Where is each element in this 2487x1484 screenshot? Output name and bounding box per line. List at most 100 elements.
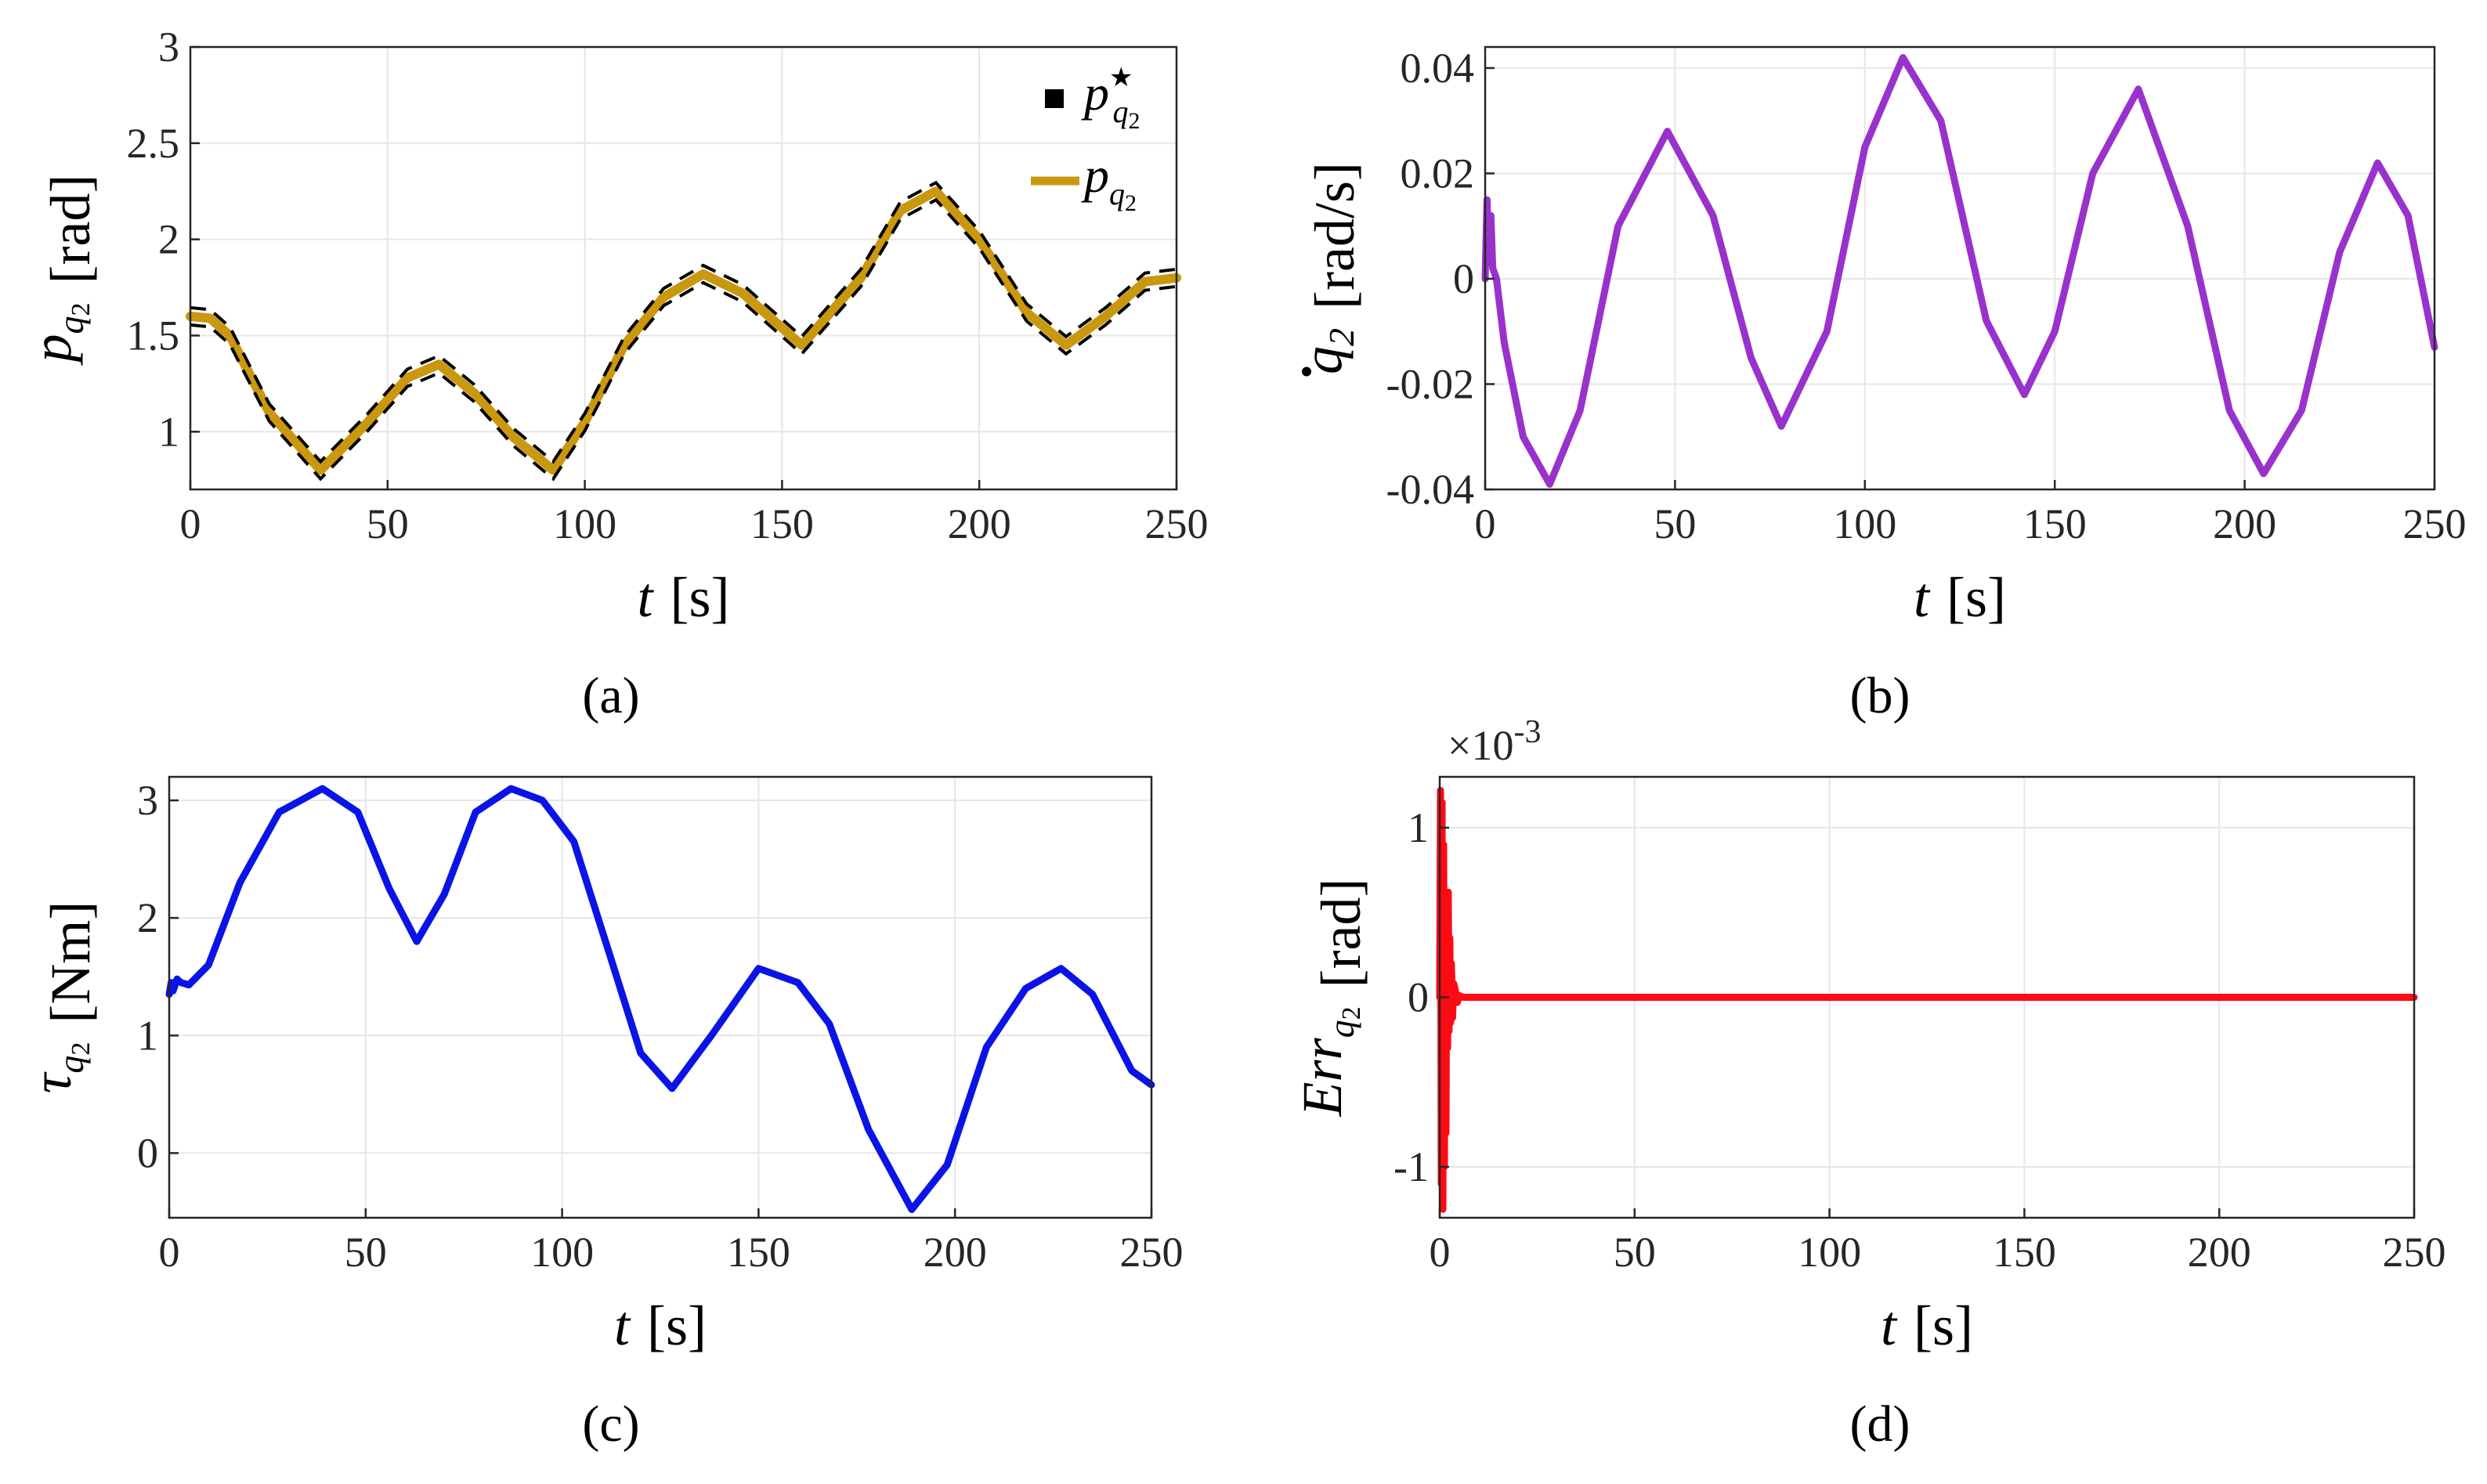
y-tick-label: 2 <box>137 894 158 941</box>
legend-label: pq2 <box>1081 147 1137 216</box>
y-axis-label-d: Errq2 [rad] <box>1291 879 1372 1118</box>
x-tick-label: 100 <box>530 1229 594 1276</box>
y-tick-label: 0.04 <box>1401 45 1475 92</box>
x-axis-symbol: t <box>1881 1294 1898 1357</box>
x-tick-label: 0 <box>1475 500 1496 547</box>
y-tick-label: 3 <box>158 23 179 70</box>
x-tick-label: 150 <box>727 1229 790 1276</box>
x-tick-label: 250 <box>1145 500 1209 547</box>
y-axis-unit: [rad/s] <box>1303 162 1366 309</box>
x-tick-label: 150 <box>1993 1229 2056 1276</box>
legend-symbol: p <box>1081 65 1109 121</box>
y-axis-subscript: 2 <box>1321 328 1361 346</box>
y-axis-subsubscript: 2 <box>1337 1006 1366 1020</box>
legend-superscript: ★ <box>1109 63 1133 92</box>
axes-box-b <box>1484 45 2436 491</box>
x-tick-label: 50 <box>345 1229 387 1276</box>
y-axis-symbol: τ <box>20 1071 83 1093</box>
y-tick-label: -0.04 <box>1386 466 1474 513</box>
exponent-base: ×10 <box>1448 722 1513 769</box>
x-tick-label: 200 <box>924 1229 987 1276</box>
y-axis-unit: [rad] <box>39 175 102 284</box>
y-axis-subscript: q <box>1321 1020 1361 1038</box>
legend-subscript: q <box>1112 94 1128 129</box>
y-axis-subsubscript: 2 <box>67 1042 96 1056</box>
y-tick-label: 2.5 <box>127 120 180 167</box>
y-axis-label-b: q2 [rad/s] <box>1291 162 1366 374</box>
y-tick-label: 3 <box>137 777 158 824</box>
y-tick-label: 2 <box>158 216 179 263</box>
series-line-a-ref-upper <box>190 180 1177 464</box>
y-tick-label: 0 <box>137 1129 158 1176</box>
x-tick-label: 50 <box>1654 500 1696 547</box>
x-axis-unit: [s] <box>671 566 730 629</box>
x-tick-label: 250 <box>1120 1229 1184 1276</box>
x-tick-label: 200 <box>948 500 1011 547</box>
x-tick-label: 250 <box>2403 500 2467 547</box>
x-axis-unit: [s] <box>647 1294 707 1357</box>
y-axis-symbol: p <box>20 334 83 366</box>
x-tick-label: 100 <box>553 500 616 547</box>
x-tick-label: 100 <box>1798 1229 1861 1276</box>
y-tick-label: 0 <box>1408 974 1429 1021</box>
series-line-d-0 <box>1436 786 2418 1213</box>
x-axis-symbol: t <box>1914 566 1931 629</box>
panel-caption-c: (c) <box>582 1396 639 1453</box>
x-tick-label: 200 <box>2188 1229 2251 1276</box>
x-tick-label: 0 <box>159 1229 180 1276</box>
exponent-power: -3 <box>1513 714 1541 750</box>
x-tick-label: 50 <box>367 500 409 547</box>
y-axis-symbol: Err <box>1291 1037 1354 1117</box>
x-tick-label: 250 <box>2383 1229 2446 1276</box>
y-axis-symbol: q <box>1291 346 1354 374</box>
x-axis-label-c: t [s] <box>614 1294 707 1357</box>
x-tick-label: 150 <box>750 500 814 547</box>
x-axis-unit: [s] <box>1914 1294 1973 1357</box>
x-axis-symbol: t <box>614 1294 631 1357</box>
y-tick-label: 0 <box>1453 255 1474 302</box>
y-axis-subscript: q <box>51 316 91 334</box>
legend-symbol: p <box>1081 147 1109 203</box>
series-line-c-0 <box>165 785 1155 1213</box>
y-tick-label: 0.02 <box>1401 150 1475 197</box>
x-axis-label-b: t [s] <box>1914 566 2006 629</box>
y-axis-unit: [rad] <box>1310 879 1372 988</box>
panel-caption-b: (b) <box>1850 667 1910 724</box>
legend-subsubscript: 2 <box>1128 108 1140 134</box>
y-tick-label: 1 <box>1408 804 1429 851</box>
series-line-a-1 <box>186 186 1181 475</box>
series-line-b-0 <box>1481 54 2438 488</box>
series-line-a-ref-lower <box>190 197 1177 482</box>
x-axis-label-a: t [s] <box>638 566 730 629</box>
y-tick-label: -0.02 <box>1386 360 1474 407</box>
x-tick-label: 0 <box>180 500 201 547</box>
y-tick-label: 1.5 <box>127 312 180 359</box>
panel-caption-d: (d) <box>1850 1396 1910 1453</box>
legend-marker-reference <box>1045 89 1064 108</box>
y-tick-label: -1 <box>1394 1143 1429 1190</box>
y-axis-subsubscript: 2 <box>67 302 96 316</box>
panel-b: 0 50 100 150 200 250 -0.04 -0.02 0 0.02 0.04 t [s] q2… <box>1291 45 2467 724</box>
legend-subscript: q <box>1109 176 1125 211</box>
x-axis-unit: [s] <box>1947 566 2006 629</box>
x-tick-label: 200 <box>2213 500 2276 547</box>
y-tick-label: 1 <box>137 1012 158 1059</box>
x-tick-label: 0 <box>1430 1229 1451 1276</box>
x-tick-label: 150 <box>2023 500 2087 547</box>
axes-box-c <box>168 775 1153 1219</box>
panel-caption-a: (a) <box>582 667 639 724</box>
axes-box-a <box>189 45 1178 491</box>
y-axis-unit: [Nm] <box>39 901 102 1024</box>
y-axis-subscript: q <box>51 1056 91 1074</box>
axis-exponent-label: ×10-3 <box>1448 714 1541 769</box>
x-axis-label-d: t [s] <box>1881 1294 1973 1357</box>
derivative-dot <box>1302 366 1311 377</box>
y-axis-label-c: τq2 [Nm] <box>20 901 102 1094</box>
legend-label: p★ q2 <box>1081 63 1140 134</box>
